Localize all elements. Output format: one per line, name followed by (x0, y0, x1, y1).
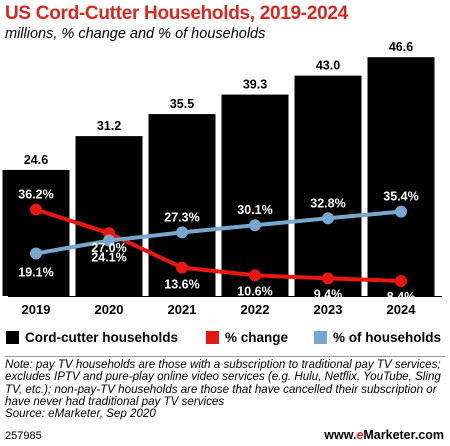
change-line (34, 207, 403, 283)
change-value-label: 9.4% (314, 287, 343, 301)
change-value-label: 13.6% (164, 278, 199, 292)
share-line (34, 209, 403, 256)
legend-item-share: % of households (314, 330, 441, 345)
bar (221, 94, 289, 297)
x-tick-label: 2019 (22, 302, 51, 317)
bar-value-label: 31.2 (97, 119, 121, 133)
change-point (176, 261, 188, 274)
share-value-label: 30.1% (237, 203, 272, 217)
legend-swatch-bars (6, 331, 19, 344)
share-point (395, 205, 407, 218)
share-value-label: 24.1% (91, 251, 126, 265)
bar (294, 75, 362, 296)
x-tick-label: 2020 (95, 302, 124, 317)
legend-label-change: % change (225, 330, 289, 345)
bar (75, 136, 143, 296)
bar (367, 57, 435, 296)
legend-swatch-share (314, 331, 327, 344)
change-point (30, 203, 42, 216)
legend-label-bars: Cord-cutter households (25, 330, 179, 345)
chart-title: US Cord-Cutter Households, 2019-2024 (5, 3, 348, 24)
chart-plot: 24.6 2019 31.2 2020 35.5 2021 39.3 2022 43.0 2023… (2, 40, 442, 317)
bar-value-label: 39.3 (243, 78, 267, 92)
share-point (30, 247, 42, 260)
change-value-label: 27.0% (91, 241, 126, 255)
legend-item-change: % change (206, 330, 288, 345)
note-text: Note: pay TV households are those with a… (5, 358, 441, 408)
change-value-label: 10.6% (237, 284, 272, 298)
share-value-label: 35.4% (383, 190, 418, 204)
legend-label-share: % of households (333, 330, 441, 345)
bar-value-label: 46.6 (389, 40, 413, 54)
bar-value-label: 24.6 (24, 153, 48, 167)
share-value-label: 27.3% (164, 210, 199, 224)
change-point (322, 272, 334, 285)
change-value-label: 36.2% (18, 188, 53, 202)
change-point (249, 269, 261, 282)
divider (5, 356, 445, 357)
share-point (322, 212, 334, 225)
share-value-label: 19.1% (18, 265, 53, 279)
bar (2, 169, 70, 296)
chart-subtitle: millions, % change and % of households (5, 26, 266, 42)
share-value-label: 32.8% (310, 196, 345, 210)
bar-value-label: 43.0 (316, 59, 340, 73)
bar-value-label: 35.5 (170, 97, 194, 111)
legend: Cord-cutter households % change % of hou… (6, 330, 446, 348)
share-point (103, 234, 115, 247)
share-point (176, 226, 188, 239)
change-value-label: 8.4% (387, 290, 416, 304)
source-text: Source: eMarketer, Sep 2020 (5, 407, 156, 421)
brand-logo: www.eMarketer.com (324, 428, 444, 442)
footnote: Note: pay TV households are those with a… (5, 358, 447, 421)
legend-item-bars: Cord-cutter households (6, 330, 178, 345)
change-point (395, 274, 407, 287)
x-tick-label: 2022 (241, 302, 270, 317)
share-point (249, 219, 261, 232)
x-tick-label: 2023 (314, 302, 343, 317)
legend-swatch-change (206, 331, 219, 344)
x-tick-label: 2024 (387, 302, 417, 317)
x-tick-label: 2021 (168, 302, 197, 317)
chart-id: 257985 (5, 430, 42, 442)
